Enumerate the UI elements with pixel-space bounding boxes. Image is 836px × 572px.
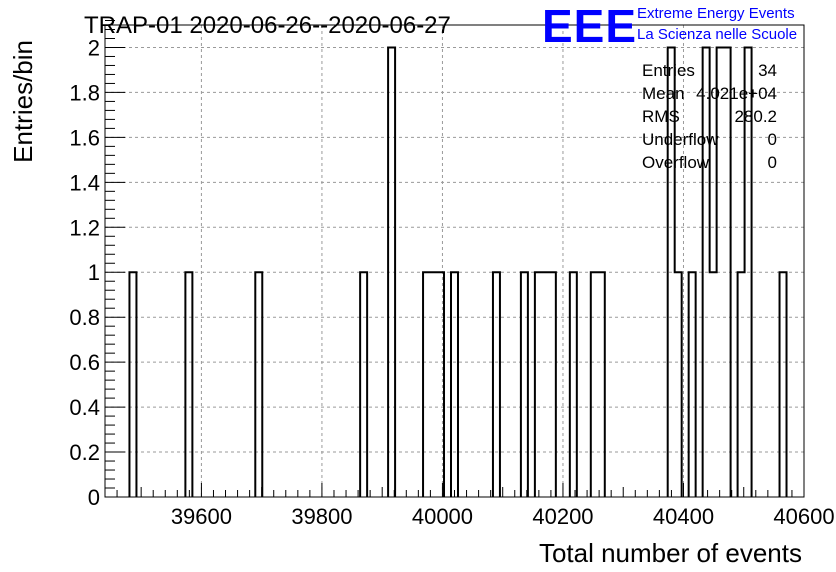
stats-underflow-value: 0: [768, 130, 777, 149]
y-tick-label-6: 1.2: [69, 215, 100, 240]
x-tick-label-0: 39600: [171, 504, 232, 529]
y-tick-label-2: 0.4: [69, 395, 100, 420]
stats-entries-label: Entries: [642, 61, 695, 80]
stats-rms-label: RMS: [642, 107, 680, 126]
grid-lines: [105, 25, 804, 497]
logo-line1: Extreme Energy Events: [637, 5, 795, 22]
x-tick-label-1: 39800: [291, 504, 352, 529]
y-tick-label-5: 1: [88, 260, 100, 285]
stats-mean-value: 4.021e+04: [696, 84, 777, 103]
y-tick-label-9: 1.8: [69, 80, 100, 105]
stats-rms-value: 280.2: [734, 107, 777, 126]
eee-logo: EEE Extreme Energy Events La Scienza nel…: [542, 0, 797, 52]
x-tick-label-2: 40000: [412, 504, 473, 529]
y-tick-label-10: 2: [88, 35, 100, 60]
x-tick-label-4: 40400: [653, 504, 714, 529]
y-tick-label-1: 0.2: [69, 440, 100, 465]
stats-overflow-value: 0: [768, 153, 777, 172]
x-tick-label-3: 40200: [532, 504, 593, 529]
x-tick-labels: 39600 39800 40000 40200 40400 40600: [171, 504, 835, 529]
y-tick-label-8: 1.6: [69, 125, 100, 150]
stats-box: Entries 34 Mean 4.021e+04 RMS 280.2 Unde…: [642, 61, 777, 172]
x-axis-label: Total number of events: [539, 538, 802, 568]
y-tick-label-4: 0.8: [69, 305, 100, 330]
y-tick-labels: 0 0.2 0.4 0.6 0.8 1 1.2 1.4 1.6 1.8 2: [69, 35, 100, 510]
stats-overflow-label: Overflow: [642, 153, 710, 172]
stats-entries-value: 34: [758, 61, 777, 80]
axis-ticks: [104, 20, 805, 498]
histogram-outline: [128, 46, 788, 497]
logo-eee: EEE: [542, 0, 637, 52]
y-axis-label: Entries/bin: [8, 40, 38, 163]
x-tick-label-5: 40600: [773, 504, 834, 529]
stats-mean-label: Mean: [642, 84, 685, 103]
stats-underflow-label: Underflow: [642, 130, 719, 149]
y-tick-label-3: 0.6: [69, 350, 100, 375]
logo-line2: La Scienza nelle Scuole: [637, 26, 797, 43]
y-tick-label-7: 1.4: [69, 170, 100, 195]
chart-title: TRAP-01 2020-06-26--2020-06-27: [84, 12, 451, 39]
y-tick-label-0: 0: [88, 485, 100, 510]
